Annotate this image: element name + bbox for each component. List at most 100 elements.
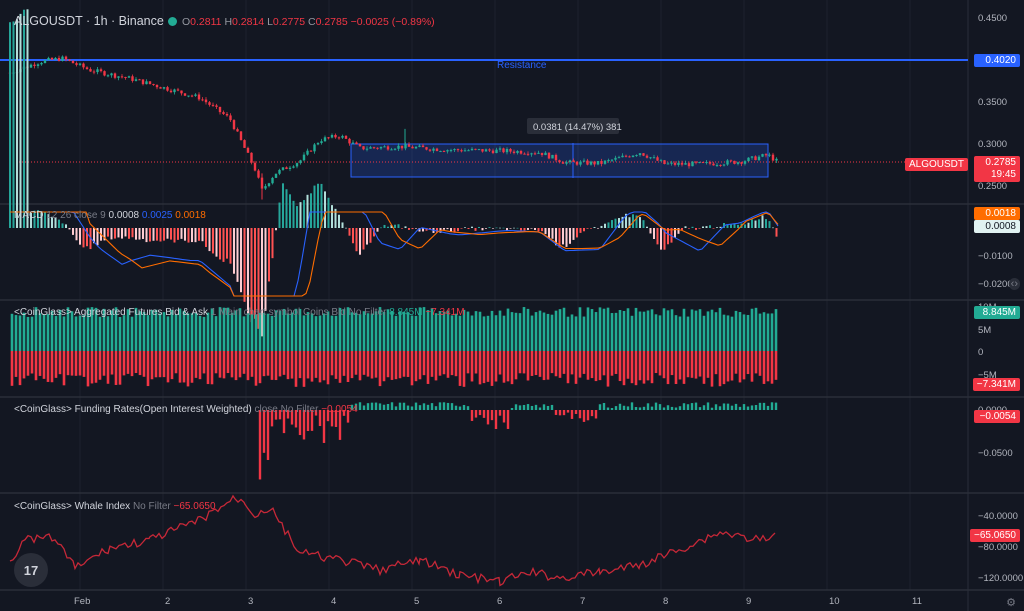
symbol-label[interactable]: ALGOUSDT · 1h · Binance: [14, 14, 164, 28]
bid-bar: [470, 315, 474, 351]
whale-legend[interactable]: <CoinGlass> Whale Index No Filter −65.06…: [14, 501, 216, 512]
candle-body: [173, 89, 176, 93]
symbol-title[interactable]: ALGOUSDT · 1h · Binance: [14, 14, 181, 28]
ask-bar: [242, 351, 246, 374]
bid-bar: [30, 316, 34, 351]
bid-bar: [478, 311, 482, 351]
macd-histogram-bar: [604, 223, 606, 228]
macd-histogram-bar: [184, 228, 186, 241]
ask-bar: [734, 351, 738, 374]
candle-body: [176, 89, 180, 91]
funding-bar: [570, 410, 574, 419]
macd-histogram-bar: [709, 225, 711, 228]
ask-bar: [594, 351, 598, 382]
candle-body: [593, 161, 596, 165]
bid-bar: [402, 311, 406, 351]
bid-bar: [718, 307, 722, 351]
bid-bar: [754, 307, 758, 351]
candle-body: [694, 161, 698, 163]
macd-histogram-bar: [607, 222, 610, 228]
candle-body: [726, 160, 729, 165]
bid-ask-legend[interactable]: <CoinGlass> Aggregated Futures Bid & Ask…: [14, 307, 465, 318]
macd-histogram-bar: [93, 228, 95, 244]
ask-bar: [518, 351, 522, 374]
candle-body: [554, 154, 558, 161]
funding-bar: [726, 403, 730, 410]
candle-body: [540, 152, 544, 156]
candle-body: [586, 160, 589, 165]
macd-histogram-bar: [82, 228, 85, 248]
funding-bar: [422, 403, 426, 410]
bid-bar: [278, 310, 282, 351]
settings-gear-icon[interactable]: ⚙: [1006, 597, 1016, 609]
funding-bar: [618, 403, 622, 410]
macd-name: MACD: [14, 210, 44, 221]
scroll-handle-icon[interactable]: ‹›: [1008, 278, 1020, 290]
macd-histogram-bar: [387, 226, 389, 228]
candle-body: [414, 146, 418, 149]
candle-body: [750, 156, 754, 158]
ask-bar: [490, 351, 494, 386]
bid-bar: [126, 309, 130, 351]
macd-histogram-bar: [138, 228, 141, 240]
candle-body: [582, 160, 586, 162]
macd-histogram-bar: [457, 228, 459, 232]
macd-histogram-bar: [198, 228, 200, 241]
macd-histogram-bar: [236, 228, 239, 282]
candle-body: [257, 170, 260, 178]
macd-histogram-bar: [103, 228, 106, 241]
bid-bar: [518, 313, 522, 351]
candle-body: [316, 143, 320, 145]
ask-bar: [306, 351, 310, 379]
candle-body: [421, 145, 425, 148]
candle-body: [96, 69, 99, 73]
ask-bar: [534, 351, 538, 376]
bid-bar: [526, 308, 530, 351]
bid-bar: [162, 312, 166, 351]
bid-bar: [134, 307, 138, 351]
ask-bar: [574, 351, 578, 384]
funding-bar: [722, 403, 726, 410]
bid-bar: [614, 312, 618, 351]
macd-histogram-bar: [509, 228, 512, 229]
funding-bar: [622, 405, 626, 410]
macd-histogram-bar: [65, 224, 67, 228]
ask-bar: [554, 351, 558, 377]
bid-bar: [306, 312, 310, 351]
tradingview-logo-icon[interactable]: 17: [14, 553, 48, 587]
ask-bar: [222, 351, 226, 379]
macd-legend[interactable]: MACD 12 26 close 9 0.0008 0.0025 0.0018: [14, 210, 206, 221]
candle-body: [211, 104, 215, 106]
macd-histogram-bar: [114, 228, 116, 239]
ask-bar: [106, 351, 110, 384]
funding-params: close No Filter: [254, 404, 319, 415]
candle-body: [295, 163, 299, 167]
bid-bar: [610, 313, 614, 351]
bid-bar: [446, 310, 450, 351]
time-axis-label: 6: [497, 596, 502, 607]
ask-bar: [262, 351, 266, 377]
bid-bar: [130, 316, 134, 351]
funding-bar: [542, 404, 546, 410]
bid-bar: [82, 315, 86, 351]
macd-histogram-bar: [583, 228, 585, 232]
bid-bar: [62, 316, 66, 351]
candle-body: [232, 120, 236, 130]
candle-body: [635, 155, 638, 157]
funding-legend[interactable]: <CoinGlass> Funding Rates(Open Interest …: [14, 404, 358, 415]
funding-bar: [390, 402, 394, 410]
candle-body: [645, 155, 649, 158]
bid-bar: [434, 313, 438, 351]
bid-bar: [562, 307, 566, 351]
candle-body: [236, 129, 239, 132]
bid-bar: [70, 311, 74, 351]
funding-bar: [342, 410, 346, 416]
macd-histogram-bar: [44, 212, 46, 228]
funding-bar: [346, 410, 350, 423]
candle-body: [764, 154, 768, 156]
ask-bar: [362, 351, 366, 375]
candle-body: [481, 149, 484, 152]
candle-body: [649, 157, 652, 159]
ask-bar: [682, 351, 686, 384]
